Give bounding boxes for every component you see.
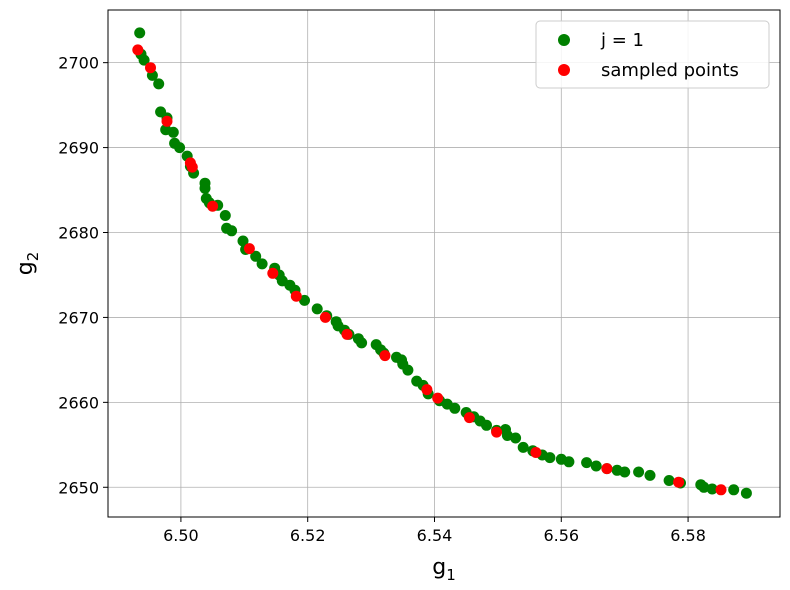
point-j1 bbox=[402, 364, 414, 376]
point-sampled bbox=[132, 44, 144, 56]
axis-ticks: 6.50 6.52 6.54 6.56 6.58 2650 2660 2670 2680 2690… bbox=[58, 54, 706, 545]
point-sampled bbox=[290, 290, 302, 302]
data-points bbox=[132, 27, 752, 499]
point-sampled bbox=[319, 311, 331, 323]
x-axis-label-subscript: 1 bbox=[446, 566, 456, 584]
point-j1 bbox=[510, 432, 522, 444]
legend-marker-j1 bbox=[558, 34, 570, 46]
point-j1 bbox=[740, 487, 752, 499]
point-j1 bbox=[174, 142, 186, 154]
y-tick-label: 2680 bbox=[58, 224, 99, 243]
x-tick-label: 6.56 bbox=[543, 526, 579, 545]
point-j1 bbox=[256, 258, 268, 270]
point-j1 bbox=[581, 457, 593, 469]
point-sampled bbox=[341, 328, 353, 340]
point-j1 bbox=[517, 441, 529, 453]
legend-label-sampled: sampled points bbox=[601, 60, 739, 81]
y-tick-label: 2700 bbox=[58, 54, 99, 73]
point-j1 bbox=[311, 303, 323, 315]
y-axis-label-subscript: 2 bbox=[24, 252, 42, 262]
point-j1 bbox=[250, 250, 262, 262]
point-sampled bbox=[145, 62, 156, 74]
point-j1 bbox=[728, 484, 740, 496]
point-j1 bbox=[706, 483, 718, 495]
point-j1 bbox=[299, 294, 310, 306]
point-sampled bbox=[432, 392, 444, 404]
point-sampled bbox=[379, 350, 391, 362]
point-j1 bbox=[663, 475, 675, 486]
legend: j = 1 sampled points bbox=[535, 20, 770, 89]
point-j1 bbox=[167, 126, 179, 138]
point-j1 bbox=[619, 466, 631, 478]
point-sampled bbox=[530, 447, 542, 458]
point-sampled bbox=[601, 463, 613, 475]
point-sampled bbox=[207, 200, 219, 212]
point-j1 bbox=[563, 456, 575, 468]
x-axis-label: g1 bbox=[432, 555, 456, 584]
point-j1 bbox=[226, 225, 238, 237]
point-j1 bbox=[633, 466, 645, 478]
y-tick-label: 2690 bbox=[58, 139, 99, 158]
legend-box bbox=[535, 20, 770, 89]
point-j1 bbox=[590, 460, 602, 472]
point-j1 bbox=[138, 54, 150, 66]
y-axis-label-main: g bbox=[13, 261, 38, 275]
y-tick-label: 2650 bbox=[58, 478, 99, 497]
x-tick-label: 6.52 bbox=[290, 526, 326, 545]
point-sampled bbox=[463, 412, 475, 424]
point-j1 bbox=[544, 452, 556, 464]
point-sampled bbox=[243, 243, 255, 255]
point-j1 bbox=[698, 481, 710, 493]
y-tick-label: 2670 bbox=[58, 308, 99, 327]
point-j1 bbox=[219, 210, 231, 221]
legend-label-j1: j = 1 bbox=[600, 30, 644, 51]
point-j1 bbox=[237, 235, 249, 247]
x-tick-label: 6.58 bbox=[670, 526, 706, 545]
point-sampled bbox=[491, 426, 503, 438]
point-j1 bbox=[644, 469, 656, 481]
point-sampled bbox=[267, 267, 279, 279]
series-1 bbox=[132, 44, 727, 496]
point-j1 bbox=[199, 182, 211, 194]
point-j1 bbox=[481, 419, 492, 431]
point-j1 bbox=[153, 78, 165, 90]
point-sampled bbox=[715, 484, 727, 496]
point-sampled bbox=[673, 476, 685, 488]
point-sampled bbox=[421, 384, 433, 396]
x-tick-label: 6.54 bbox=[417, 526, 453, 545]
point-j1 bbox=[356, 337, 368, 349]
y-axis-label: g2 bbox=[13, 252, 42, 276]
legend-marker-sampled bbox=[558, 64, 570, 76]
x-tick-label: 6.50 bbox=[163, 526, 199, 545]
point-sampled bbox=[186, 161, 198, 173]
y-tick-label: 2660 bbox=[58, 393, 99, 412]
plot-frame bbox=[107, 9, 781, 518]
x-axis-label-main: g bbox=[432, 555, 446, 580]
point-sampled bbox=[161, 115, 173, 127]
point-j1 bbox=[449, 402, 461, 414]
point-j1 bbox=[134, 27, 146, 39]
